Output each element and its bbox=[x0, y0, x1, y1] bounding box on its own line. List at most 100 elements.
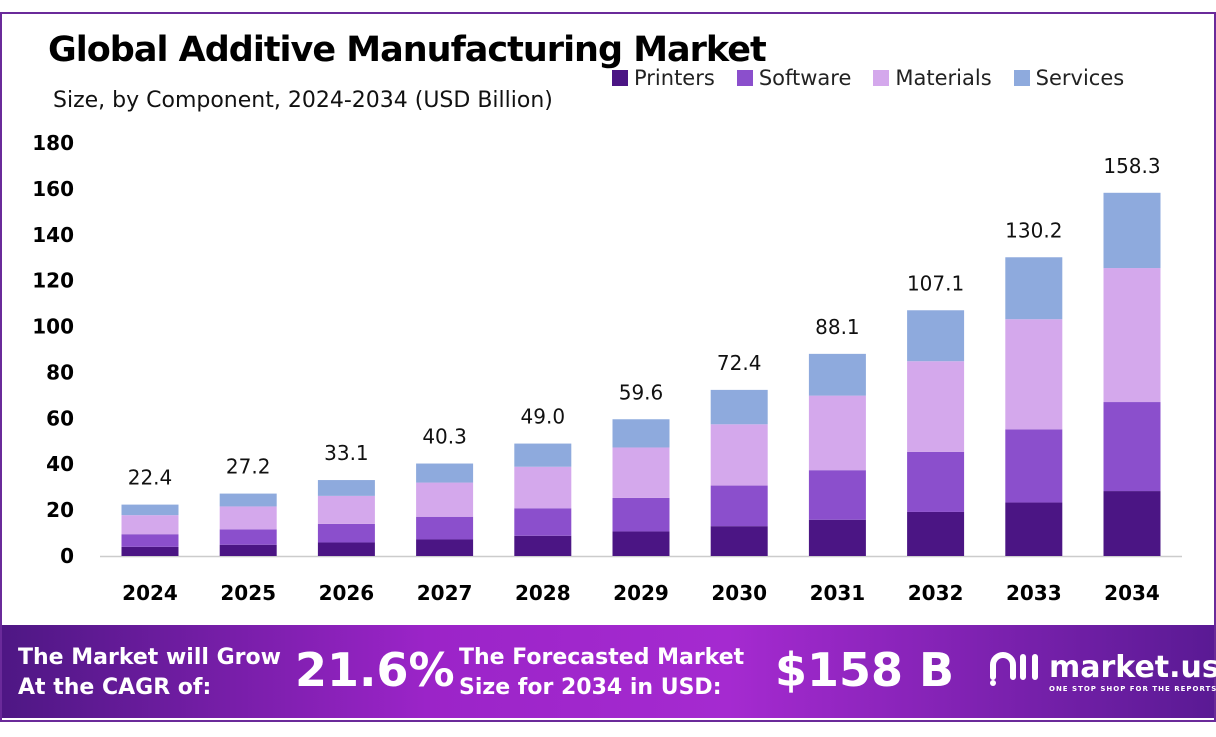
bar-segment-software bbox=[121, 534, 179, 547]
logo-name: market.us bbox=[1049, 649, 1216, 685]
legend-item: Materials bbox=[873, 66, 992, 90]
bar-segment-services bbox=[612, 419, 670, 448]
bar-segment-services bbox=[808, 353, 866, 396]
bar-segment-printers bbox=[317, 542, 375, 556]
legend-label: Software bbox=[758, 66, 852, 90]
cagr-label: The Market will Grow At the CAGR of: bbox=[18, 643, 281, 703]
bar-segment-materials bbox=[514, 466, 572, 509]
cagr-label-line2: At the CAGR of: bbox=[18, 675, 212, 700]
bar-segment-software bbox=[416, 516, 474, 540]
market-us-logo: market.us ONE STOP SHOP FOR THE REPORTS bbox=[987, 647, 1216, 693]
bar-segment-services bbox=[416, 463, 474, 483]
legend: Printers Software Materials Services bbox=[612, 66, 1124, 90]
logo-tagline: ONE STOP SHOP FOR THE REPORTS bbox=[1049, 685, 1216, 693]
bar-segment-services bbox=[1005, 257, 1063, 320]
y-tick-label: 180 bbox=[32, 131, 74, 155]
bar-segment-printers bbox=[1005, 502, 1063, 556]
total-label: 27.2 bbox=[226, 455, 271, 479]
bar-segment-software bbox=[907, 451, 965, 512]
bar-segment-materials bbox=[808, 395, 866, 471]
bar-segment-materials bbox=[416, 482, 474, 517]
chart-frame bbox=[0, 12, 1216, 722]
legend-item: Services bbox=[1013, 66, 1125, 90]
bar-segment-printers bbox=[219, 544, 277, 556]
bar-segment-printers bbox=[514, 535, 572, 556]
total-label: 59.6 bbox=[619, 380, 664, 404]
forecast-label: The Forecasted Market Size for 2034 in US… bbox=[459, 643, 744, 703]
chart-title: Global Additive Manufacturing Market bbox=[48, 30, 767, 70]
cagr-label-line1: The Market will Grow bbox=[18, 645, 281, 670]
total-label: 22.4 bbox=[128, 466, 173, 490]
bar-segment-software bbox=[612, 497, 670, 532]
total-label: 72.4 bbox=[717, 351, 762, 375]
bar-segment-printers bbox=[808, 519, 866, 556]
bar-segment-materials bbox=[317, 495, 375, 524]
bar-segment-materials bbox=[1005, 319, 1063, 430]
total-label: 158.3 bbox=[1103, 154, 1160, 178]
x-tick-label: 2029 bbox=[613, 581, 669, 605]
forecast-label-line1: The Forecasted Market bbox=[459, 645, 745, 670]
bar-segment-software bbox=[219, 529, 277, 545]
forecast-label-line2: Size for 2034 in USD: bbox=[459, 675, 722, 700]
bar-segment-printers bbox=[710, 526, 768, 556]
bar-segment-materials bbox=[612, 447, 670, 498]
bar-segment-software bbox=[1103, 402, 1161, 492]
bar-segment-services bbox=[317, 480, 375, 496]
x-tick-label: 2025 bbox=[220, 581, 276, 605]
y-tick-label: 120 bbox=[32, 269, 74, 293]
legend-label: Materials bbox=[895, 66, 992, 90]
bar-segment-printers bbox=[121, 546, 179, 556]
summary-banner: The Market will Grow At the CAGR of: 21.6… bbox=[2, 625, 1216, 718]
x-tick-label: 2034 bbox=[1104, 581, 1160, 605]
y-tick-label: 40 bbox=[46, 452, 74, 476]
y-tick-label: 160 bbox=[32, 177, 74, 201]
legend-swatch bbox=[873, 70, 890, 86]
total-label: 107.1 bbox=[907, 271, 964, 295]
total-label: 33.1 bbox=[324, 441, 369, 465]
bar-segment-services bbox=[710, 389, 768, 425]
x-tick-label: 2026 bbox=[319, 581, 375, 605]
bar-segment-software bbox=[514, 508, 572, 536]
bar-segment-printers bbox=[1103, 491, 1161, 556]
bar-segment-materials bbox=[1103, 268, 1161, 403]
bar-segment-services bbox=[907, 310, 965, 362]
chart-svg: 0 20 40 60 80 100 120 140 160 180 22.4 2024 27.2 2025… bbox=[32, 131, 1182, 605]
bar-segment-software bbox=[317, 523, 375, 543]
y-tick-label: 80 bbox=[46, 360, 74, 384]
legend-item: Software bbox=[736, 66, 852, 90]
y-tick-label: 140 bbox=[32, 223, 74, 247]
legend-swatch bbox=[1013, 70, 1030, 86]
legend-label: Services bbox=[1035, 66, 1125, 90]
bar-segment-printers bbox=[612, 531, 670, 556]
x-tick-label: 2030 bbox=[711, 581, 767, 605]
bar-segment-materials bbox=[121, 515, 179, 535]
bar-segment-software bbox=[808, 470, 866, 520]
x-tick-label: 2024 bbox=[122, 581, 178, 605]
bar-segment-materials bbox=[219, 506, 277, 530]
bar-segment-services bbox=[219, 493, 277, 507]
bar-segment-printers bbox=[416, 539, 474, 556]
legend-swatch bbox=[612, 70, 628, 86]
x-tick-label: 2031 bbox=[810, 581, 866, 605]
y-tick-label: 0 bbox=[60, 544, 74, 568]
legend-item: Printers bbox=[612, 66, 715, 90]
forecast-value: $158 B bbox=[775, 643, 955, 697]
bar-segment-printers bbox=[907, 511, 965, 556]
y-tick-label: 60 bbox=[46, 406, 74, 430]
bar-segment-software bbox=[1005, 429, 1063, 503]
total-label: 130.2 bbox=[1005, 218, 1062, 242]
x-tick-label: 2032 bbox=[908, 581, 964, 605]
bar-segment-materials bbox=[710, 424, 768, 486]
bar-segment-materials bbox=[907, 361, 965, 452]
x-tick-label: 2033 bbox=[1006, 581, 1062, 605]
logo-icon bbox=[990, 652, 1038, 686]
bar-segment-services bbox=[121, 504, 179, 516]
total-label: 88.1 bbox=[815, 315, 860, 339]
cagr-value: 21.6% bbox=[295, 643, 455, 697]
y-tick-label: 100 bbox=[32, 315, 74, 339]
x-tick-label: 2028 bbox=[515, 581, 571, 605]
chart-subtitle: Size, by Component, 2024-2034 (USD Billi… bbox=[53, 88, 553, 113]
legend-label: Printers bbox=[634, 66, 715, 90]
bar-segment-software bbox=[710, 485, 768, 527]
total-label: 40.3 bbox=[422, 425, 467, 449]
